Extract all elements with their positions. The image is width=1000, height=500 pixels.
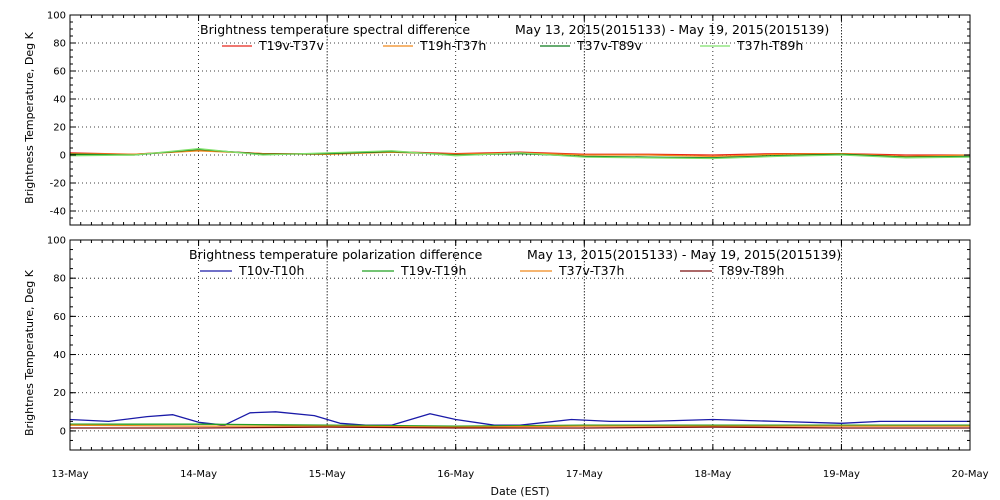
tick-layer: 0 20 40 60 80 100 13-May 14-May 15-May 16-May 17-M… <box>47 236 989 481</box>
y-tick-label: -40 <box>50 207 66 218</box>
x-tick-label: 14-May <box>180 469 217 480</box>
y-tick-label: 100 <box>47 11 66 22</box>
y-tick-label: 60 <box>53 312 66 323</box>
chart-date-range: May 13, 2015(2015133) - May 19, 2015(201… <box>515 22 829 37</box>
chart-date-range: May 13, 2015(2015133) - May 19, 2015(201… <box>527 247 841 262</box>
x-axis-label: Date (EST) <box>490 485 549 498</box>
series-line <box>69 424 970 428</box>
series-layer <box>69 411 970 429</box>
x-tick-label: 18-May <box>694 469 731 480</box>
y-tick-label: 20 <box>53 123 66 134</box>
legend-label: T37h-T89h <box>736 38 803 53</box>
legend-label: T37v-T37h <box>558 263 624 278</box>
x-tick-label: 20-May <box>951 469 988 480</box>
y-axis-label: Brightness Temperature, Deg K <box>23 31 36 203</box>
y-tick-label: 0 <box>60 151 66 162</box>
y-tick-label: 40 <box>53 350 66 361</box>
tick-layer: -40 -20 0 20 40 60 80 100 <box>47 11 971 226</box>
y-tick-label: 60 <box>53 67 66 78</box>
spectral-difference-panel: -40 -20 0 20 40 60 80 100 Brightness temperatur… <box>23 11 971 226</box>
series-line <box>69 411 970 426</box>
y-tick-label: -20 <box>50 179 66 190</box>
polarization-difference-panel: 0 20 40 60 80 100 13-May 14-May 15-May 16-May 17-M… <box>23 236 989 499</box>
y-tick-label: 20 <box>53 388 66 399</box>
x-tick-label: 15-May <box>309 469 346 480</box>
legend-label: T19h-T37h <box>419 38 486 53</box>
legend: T10v-T10h T19v-T19h T37v-T37h T89v-T89h <box>200 263 784 278</box>
series-layer <box>69 148 971 160</box>
x-tick-label: 19-May <box>823 469 860 480</box>
x-tick-label: 16-May <box>437 469 474 480</box>
legend-label: T19v-T19h <box>400 263 466 278</box>
y-tick-label: 40 <box>53 95 66 106</box>
y-tick-label: 80 <box>53 274 66 285</box>
legend-label: T89v-T89h <box>718 263 784 278</box>
x-tick-label: 13-May <box>51 469 88 480</box>
series-line <box>69 148 971 160</box>
grid-layer <box>70 240 970 450</box>
y-tick-label: 80 <box>53 39 66 50</box>
legend-label: T37v-T89v <box>576 38 643 53</box>
legend-label: T19v-T37v <box>258 38 325 53</box>
y-tick-label: 100 <box>47 236 66 247</box>
legend-label: T10v-T10h <box>238 263 304 278</box>
grid-layer <box>70 15 970 225</box>
x-tick-label: 17-May <box>566 469 603 480</box>
legend: T19v-T37v T19h-T37h T37v-T89v T37h-T89h <box>222 38 803 53</box>
y-tick-label: 0 <box>60 426 66 437</box>
chart-title: Brightness temperature spectral differen… <box>200 22 470 37</box>
chart-title: Brightness temperature polarization diff… <box>189 247 483 262</box>
series-line <box>70 426 970 429</box>
series-line <box>70 423 970 427</box>
y-axis-label: Brightnes Temperature, Deg K <box>23 269 36 436</box>
